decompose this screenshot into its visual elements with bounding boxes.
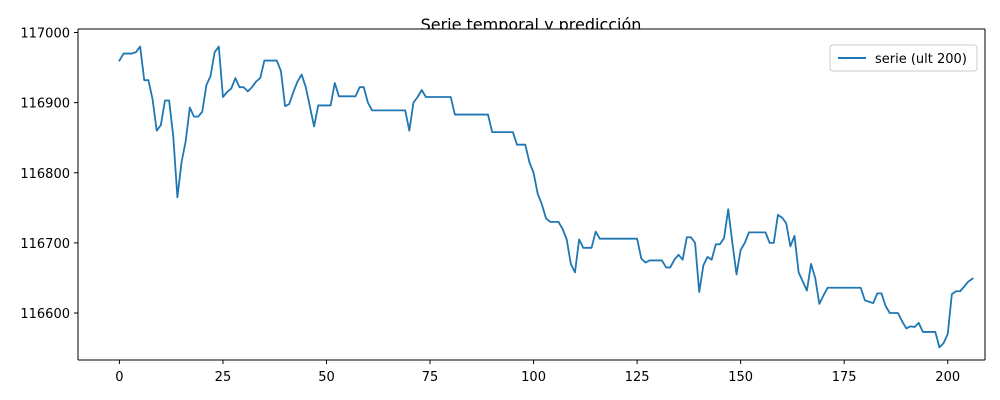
x-axis-ticks: 0 25 50 75 100 125 150 175 200	[115, 360, 960, 385]
x-tick-label: 100	[521, 370, 546, 385]
x-tick-label: 0	[115, 370, 123, 385]
legend-label: serie (ult 200)	[875, 52, 967, 67]
series-layer	[118, 45, 974, 349]
plot-area	[78, 29, 985, 360]
x-tick-label: 125	[625, 370, 650, 385]
y-tick-label: 116900	[20, 97, 70, 112]
legend: serie (ult 200)	[829, 44, 978, 72]
y-tick-label: 116600	[20, 307, 70, 322]
x-tick-label: 25	[215, 370, 232, 385]
x-tick-label: 75	[422, 370, 439, 385]
y-tick-label: 117000	[20, 27, 70, 42]
plot-frame	[77, 28, 986, 361]
y-axis-ticks: 116600 116700 116800 116900 117000	[20, 27, 78, 322]
y-tick-label: 116700	[20, 237, 70, 252]
x-tick-label: 200	[935, 370, 960, 385]
series-line	[118, 45, 974, 349]
y-tick-label: 116800	[20, 167, 70, 182]
x-tick-label: 150	[728, 370, 753, 385]
x-tick-label: 50	[318, 370, 335, 385]
x-tick-label: 175	[832, 370, 857, 385]
legend-box	[829, 44, 978, 72]
